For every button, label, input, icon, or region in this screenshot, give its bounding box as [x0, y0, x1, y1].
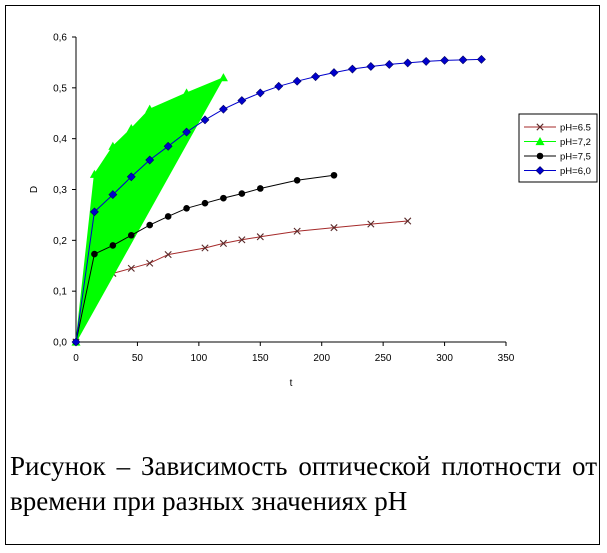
- data-point: [126, 124, 136, 133]
- data-point: [182, 127, 191, 137]
- data-point: [366, 62, 376, 71]
- data-point: [293, 227, 301, 235]
- data-point: [164, 213, 172, 220]
- x-tick-label: 50: [132, 353, 144, 364]
- data-point: [330, 171, 338, 179]
- data-point: [292, 76, 302, 86]
- y-tick-label: 0,4: [53, 134, 67, 145]
- data-point: [108, 141, 118, 150]
- data-point: [183, 205, 190, 212]
- data-point: [127, 264, 135, 272]
- series-3: [71, 54, 486, 347]
- data-point: [91, 250, 98, 258]
- data-point: [440, 55, 449, 65]
- legend: pH=6.5 pH=7,2 pH=7,5 pH=6,0: [518, 113, 598, 183]
- data-point: [71, 337, 81, 347]
- data-point: [348, 64, 357, 74]
- y-tick-label: 0,2: [53, 236, 67, 247]
- data-point: [329, 68, 339, 78]
- figure-caption: Рисунок – Зависимость оптической плотнос…: [10, 451, 597, 516]
- series-layer: [71, 54, 486, 347]
- x-tick-label: 350: [498, 353, 515, 364]
- data-point: [403, 58, 413, 68]
- y-tick-label: 0,3: [53, 185, 67, 196]
- legend-label: pH=7,2: [560, 137, 591, 148]
- data-point: [238, 236, 246, 244]
- data-point: [126, 172, 136, 182]
- legend-marker: [536, 123, 544, 131]
- data-point: [256, 185, 264, 192]
- data-point: [404, 217, 412, 225]
- x-tick-label: 300: [436, 353, 453, 364]
- data-point: [201, 244, 209, 252]
- x-tick-label: 0: [73, 353, 79, 364]
- legend-marker: [535, 137, 545, 146]
- data-point: [421, 56, 431, 66]
- axes: 0 50 100 150 200 250 300 350 0,0 0,1 0,2 0,3 0,4 0,5 0…: [29, 33, 515, 390]
- chart: 0 50 100 150 200 250 300 350 0,0 0,1 0,2 0,3 0,4 0,5 0…: [29, 33, 598, 390]
- data-point: [201, 199, 209, 207]
- data-point: [90, 207, 99, 217]
- y-tick-label: 0,0: [53, 338, 67, 349]
- data-point: [218, 73, 228, 82]
- data-point: [384, 60, 394, 69]
- series-area: [75, 76, 225, 343]
- x-tick-label: 200: [313, 353, 330, 364]
- data-point: [109, 242, 117, 249]
- data-point: [220, 194, 227, 202]
- data-point: [146, 221, 154, 229]
- data-point: [200, 115, 210, 125]
- data-point: [255, 88, 265, 98]
- legend-marker: [536, 152, 544, 160]
- data-point: [182, 88, 192, 97]
- x-tick-label: 150: [252, 353, 269, 364]
- data-point: [146, 259, 154, 267]
- data-point: [145, 155, 155, 165]
- data-point: [256, 233, 264, 241]
- data-point: [237, 96, 247, 105]
- data-point: [219, 239, 228, 247]
- data-point: [89, 169, 99, 178]
- y-tick-label: 0,1: [53, 287, 67, 298]
- data-point: [367, 220, 375, 228]
- x-tick-label: 100: [191, 353, 208, 364]
- y-tick-label: 0,5: [53, 83, 67, 94]
- data-point: [164, 250, 172, 259]
- legend-label: pH=6,0: [560, 166, 591, 177]
- data-point: [127, 231, 135, 239]
- y-tick-label: 0,6: [53, 33, 67, 44]
- data-point: [145, 104, 155, 113]
- data-point: [274, 81, 284, 91]
- x-tick-label: 250: [375, 353, 392, 364]
- data-point: [477, 54, 486, 64]
- series-2: [72, 171, 338, 346]
- series-1: [71, 73, 228, 346]
- data-point: [330, 224, 338, 232]
- data-point: [238, 190, 246, 197]
- data-point: [458, 55, 468, 65]
- y-axis-label: D: [29, 186, 40, 193]
- data-point: [311, 72, 320, 82]
- legend-label: pH=7,5: [560, 152, 591, 163]
- series-line: [75, 220, 408, 343]
- legend-label: pH=6.5: [560, 123, 591, 134]
- data-point: [108, 190, 118, 200]
- data-point: [163, 141, 173, 151]
- x-axis-label: t: [290, 378, 293, 389]
- data-point: [219, 104, 228, 114]
- legend-marker: [535, 166, 545, 175]
- data-point: [293, 177, 301, 184]
